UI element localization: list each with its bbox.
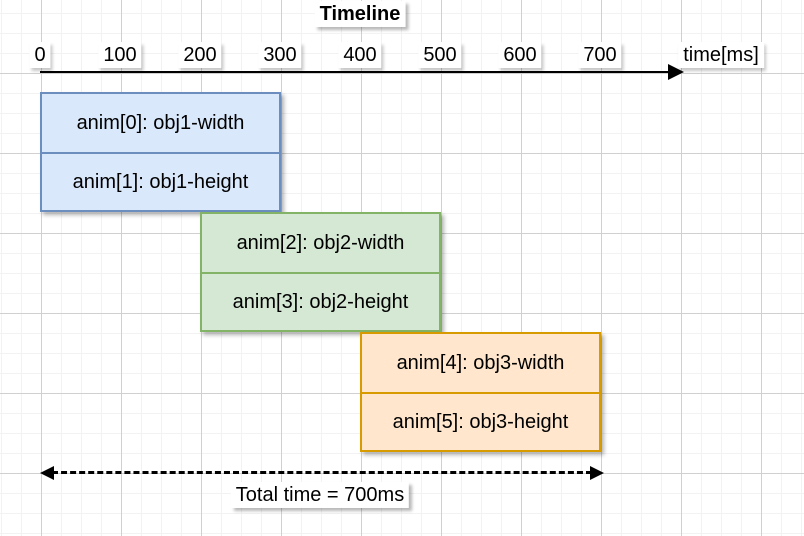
total-time-arrow-line — [52, 471, 592, 474]
axis-tick-600: 600 — [498, 42, 542, 68]
anim-box-0: anim[0]: obj1-width — [42, 94, 279, 152]
anim-box-1-label: anim[1]: obj1-height — [72, 170, 249, 193]
axis-tick-400: 400 — [338, 42, 382, 68]
time-axis-line — [40, 71, 672, 73]
anim-box-1: anim[1]: obj1-height — [42, 152, 279, 210]
axis-tick-300: 300 — [258, 42, 302, 68]
anim-box-4-label: anim[4]: obj3-width — [396, 351, 565, 374]
axis-unit-label: time[ms] — [678, 42, 764, 68]
axis-tick-700: 700 — [578, 42, 622, 68]
anim-box-4: anim[4]: obj3-width — [362, 334, 599, 392]
diagram-title: Timeline — [314, 1, 406, 27]
anim-box-3-label: anim[3]: obj2-height — [232, 290, 409, 313]
total-time-label: Total time = 700ms — [230, 482, 410, 508]
total-arrow-left-icon — [40, 465, 54, 480]
anim-box-0-label: anim[0]: obj1-width — [76, 111, 245, 134]
axis-tick-500: 500 — [418, 42, 462, 68]
axis-tick-100: 100 — [98, 42, 142, 68]
anim-box-2: anim[2]: obj2-width — [202, 214, 439, 272]
anim-box-2-label: anim[2]: obj2-width — [236, 231, 405, 254]
total-arrow-right-icon — [590, 465, 604, 480]
anim-group-obj1: anim[0]: obj1-width anim[1]: obj1-height — [40, 92, 281, 212]
anim-box-3: anim[3]: obj2-height — [202, 272, 439, 330]
anim-box-5-label: anim[5]: obj3-height — [392, 410, 569, 433]
axis-tick-200: 200 — [178, 42, 222, 68]
anim-box-5: anim[5]: obj3-height — [362, 392, 599, 450]
axis-arrowhead-icon — [668, 64, 684, 80]
anim-group-obj2: anim[2]: obj2-width anim[3]: obj2-height — [200, 212, 441, 332]
anim-group-obj3: anim[4]: obj3-width anim[5]: obj3-height — [360, 332, 601, 452]
axis-tick-0: 0 — [29, 42, 51, 68]
